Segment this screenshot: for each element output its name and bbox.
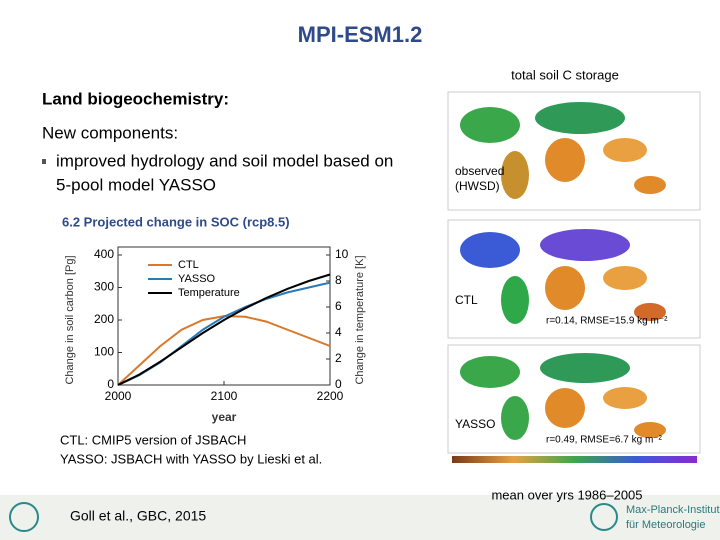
legend-label: CTL xyxy=(178,259,199,271)
citation: Goll et al., GBC, 2015 xyxy=(70,508,206,524)
chart-title: 6.2 Projected change in SOC (rcp8.5) xyxy=(62,214,290,229)
subheading: New components: xyxy=(42,123,178,142)
y2-tick-label: 2 xyxy=(335,351,342,365)
map-stats: r=0.49, RMSE=6.7 kg m⁻² xyxy=(546,435,663,446)
map xyxy=(447,344,701,454)
institute: für Meteorologie xyxy=(626,519,706,531)
logo xyxy=(590,503,618,531)
map xyxy=(447,219,701,339)
y-tick-label: 400 xyxy=(94,247,114,261)
x-tick-label: 2000 xyxy=(105,389,132,403)
colorbar xyxy=(452,456,697,463)
y2-axis-label: Change in temperature [K] xyxy=(354,255,366,384)
y-tick-label: 0 xyxy=(107,377,114,391)
maps: total soil C storage observed (HWSD) CTL… xyxy=(445,67,703,466)
map-label: YASSO xyxy=(455,417,495,431)
series-line xyxy=(117,273,331,386)
bullet-text: improved hydrology and soil model based … xyxy=(56,151,393,170)
bullet xyxy=(42,159,46,164)
legend-label: Temperature xyxy=(178,287,240,299)
map-label: (HWSD) xyxy=(455,179,500,193)
y-tick-label: 100 xyxy=(94,345,114,359)
y-tick-label: 300 xyxy=(94,280,114,294)
x-axis-label: year xyxy=(212,410,237,424)
map-stats: r=0.14, RMSE=15.9 kg m⁻² xyxy=(546,316,668,327)
heading: Land biogeochemistry: xyxy=(42,89,229,108)
map-label: observed xyxy=(455,164,504,178)
y2-tick-label: 4 xyxy=(335,325,342,339)
map-title: total soil C storage xyxy=(511,67,619,82)
caption: CTL: CMIP5 version of JSBACH xyxy=(60,432,246,447)
y-tick-label: 200 xyxy=(94,312,114,326)
bullet-text: 5-pool model YASSO xyxy=(56,175,216,194)
y-axis-label: Change in soil carbon [Pg] xyxy=(64,255,76,384)
x-tick-label: 2100 xyxy=(211,389,238,403)
legend-label: YASSO xyxy=(178,273,216,285)
map-period: mean over yrs 1986–2005 xyxy=(491,487,642,502)
institute: Max-Planck-Institut xyxy=(626,504,720,516)
map xyxy=(447,91,701,211)
y2-tick-label: 6 xyxy=(335,299,342,313)
y2-tick-label: 0 xyxy=(335,377,342,391)
map-label: CTL xyxy=(455,293,478,307)
caption: YASSO: JSBACH with YASSO by Lieski et al… xyxy=(60,451,322,466)
y2-tick-label: 10 xyxy=(335,247,349,261)
x-tick-label: 2200 xyxy=(317,389,344,403)
slide-title: MPI-ESM1.2 xyxy=(298,22,423,47)
y2-tick-label: 8 xyxy=(335,273,342,287)
logo xyxy=(9,502,39,532)
footer xyxy=(0,495,720,540)
